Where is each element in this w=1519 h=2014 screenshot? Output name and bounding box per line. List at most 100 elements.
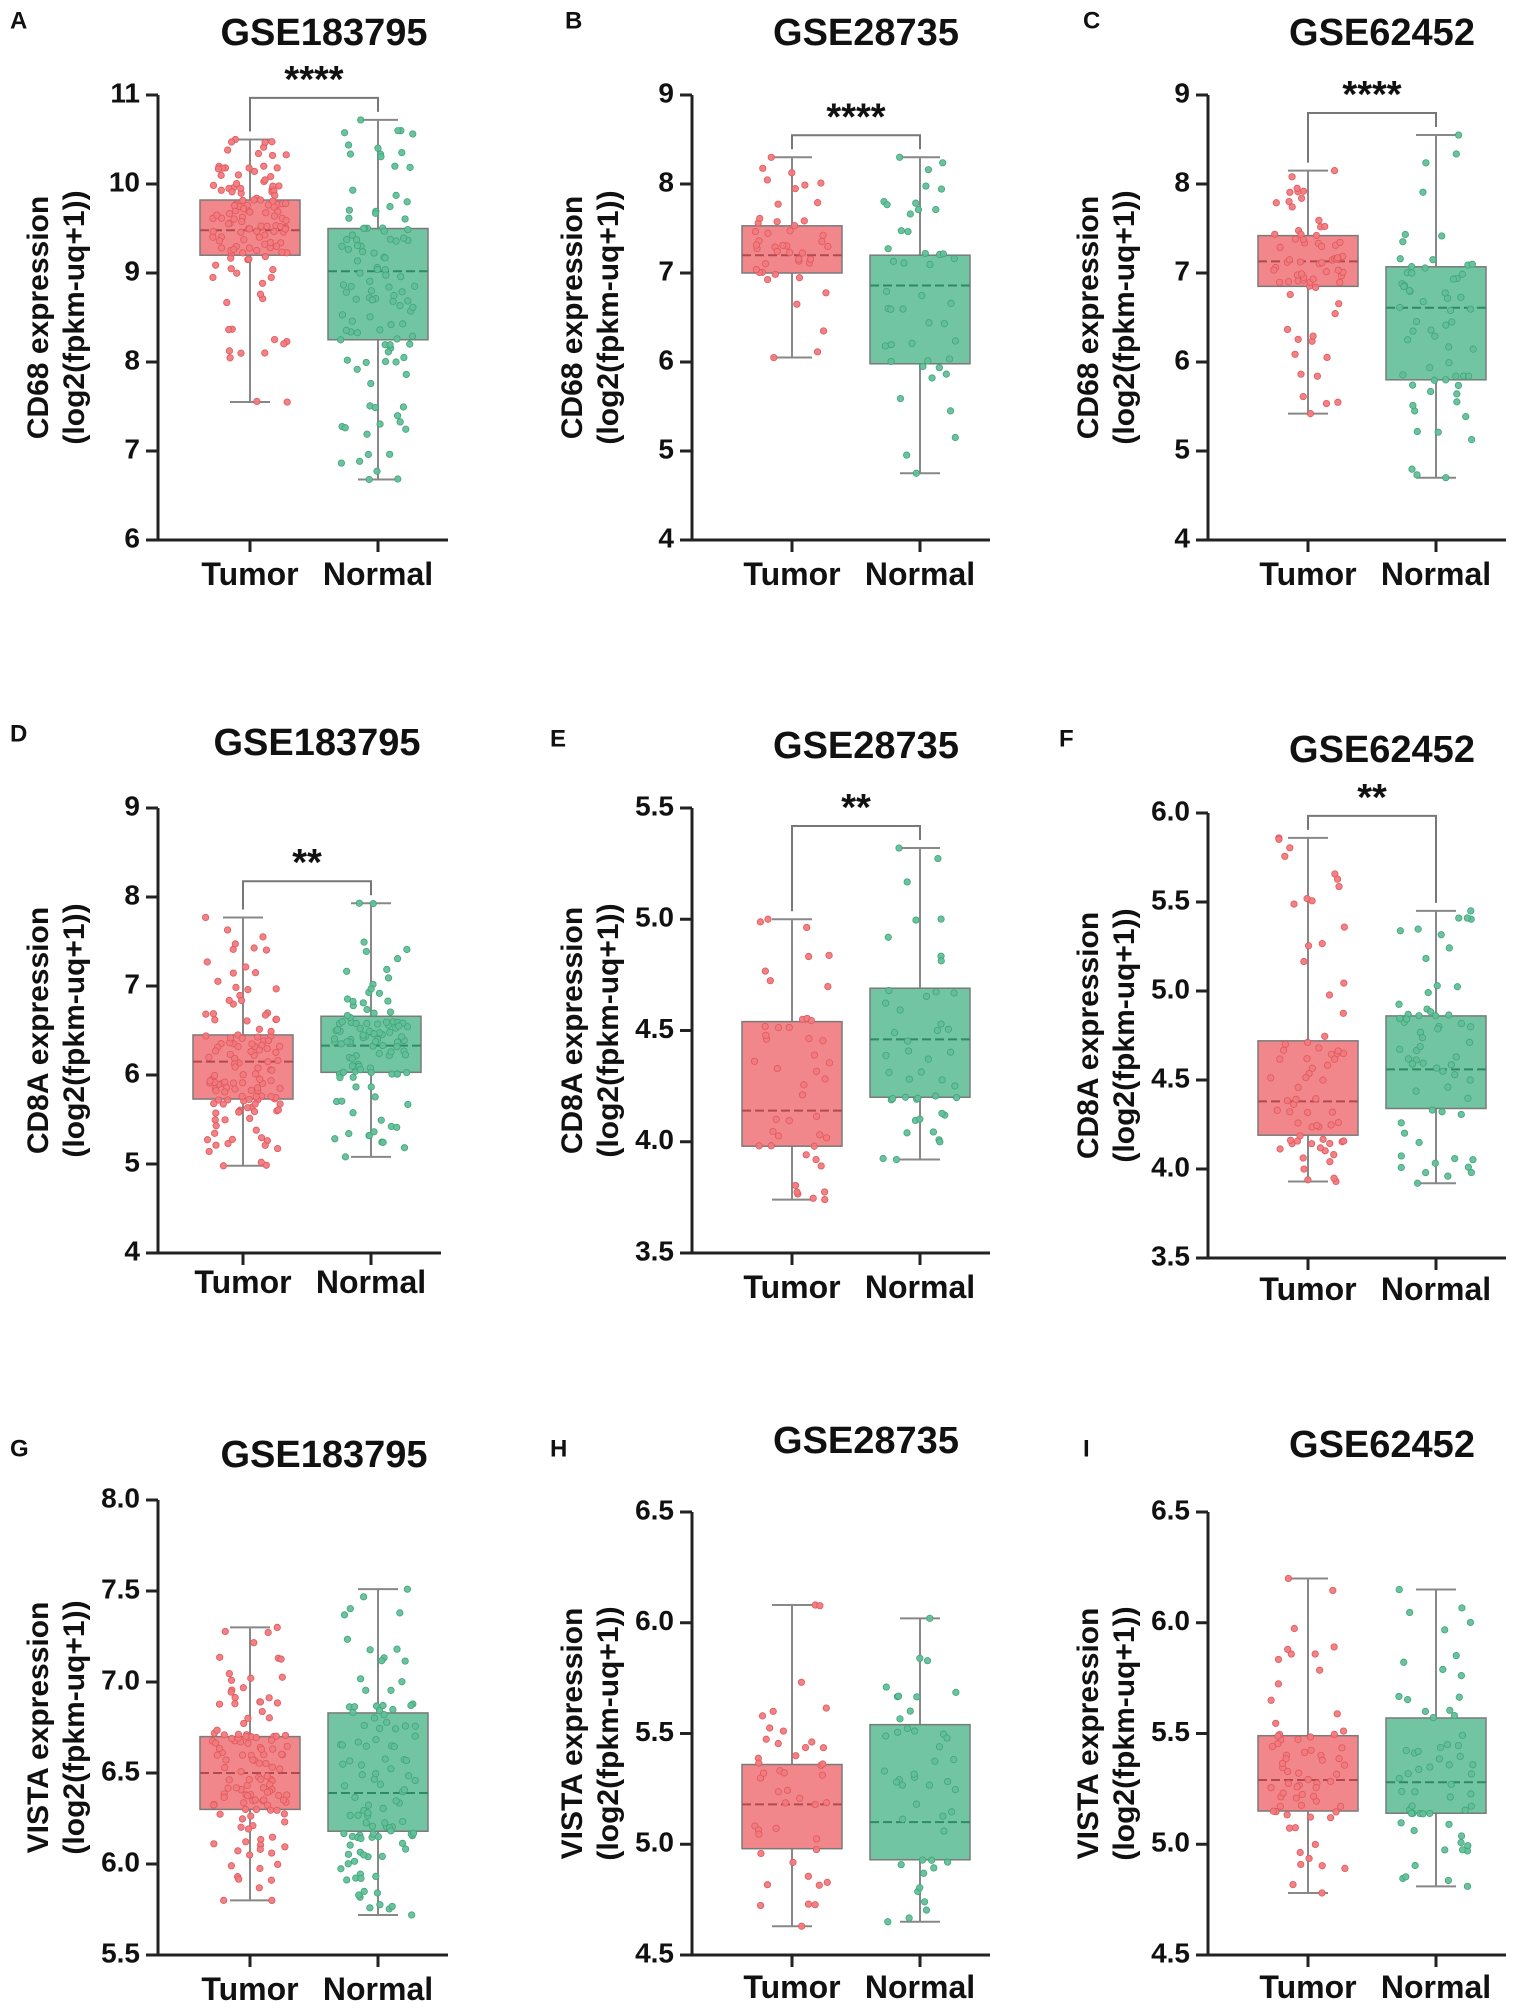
data-point xyxy=(353,242,362,250)
data-point xyxy=(1333,875,1342,883)
data-point xyxy=(377,1116,385,1124)
data-point xyxy=(266,238,275,247)
data-point xyxy=(755,1830,763,1838)
data-point xyxy=(267,273,275,282)
data-point xyxy=(887,357,895,366)
y-axis-label: CD8A expression xyxy=(22,907,55,1154)
data-point xyxy=(896,1006,904,1014)
data-point xyxy=(346,1841,354,1849)
data-point xyxy=(1292,1794,1300,1802)
data-point xyxy=(338,311,347,319)
data-point xyxy=(253,1084,262,1092)
y-axis-label-units: (log2(fpkm-uq+1)) xyxy=(58,190,91,444)
data-point xyxy=(793,1188,801,1196)
data-point xyxy=(943,1734,951,1742)
data-point xyxy=(898,1781,906,1789)
data-point xyxy=(393,1645,401,1653)
data-point xyxy=(396,302,404,310)
data-point xyxy=(255,1884,263,1892)
data-point xyxy=(267,1876,276,1884)
data-point xyxy=(400,1144,409,1152)
data-point xyxy=(227,1676,236,1684)
y-tick-label: 5.5 xyxy=(635,1716,674,1747)
data-point xyxy=(925,1781,933,1789)
data-point xyxy=(1439,1665,1447,1674)
data-point xyxy=(925,319,933,327)
y-axis-label: CD68 expression xyxy=(556,196,589,439)
panel-letter: C xyxy=(1083,7,1100,34)
data-point xyxy=(937,915,945,923)
data-point xyxy=(885,1068,893,1077)
data-point xyxy=(795,274,804,282)
data-point xyxy=(239,1684,247,1692)
data-point xyxy=(924,1055,932,1063)
data-point xyxy=(377,153,385,161)
data-point xyxy=(389,1705,397,1714)
data-point xyxy=(360,1887,368,1895)
data-point xyxy=(268,1066,276,1074)
data-point xyxy=(812,1845,821,1854)
data-point xyxy=(756,1901,765,1910)
data-point xyxy=(1306,410,1315,418)
data-point xyxy=(1285,197,1293,206)
y-tick-label: 8.0 xyxy=(101,1482,140,1513)
data-point xyxy=(756,918,765,926)
data-point xyxy=(773,218,781,226)
data-point xyxy=(950,1755,958,1764)
data-point xyxy=(1457,1110,1465,1119)
data-point xyxy=(227,1034,235,1042)
data-point xyxy=(343,236,351,244)
data-point xyxy=(239,1071,247,1079)
data-point xyxy=(260,1796,268,1804)
data-point xyxy=(218,244,226,252)
data-point xyxy=(390,291,398,300)
data-point xyxy=(258,1707,266,1716)
data-point xyxy=(1304,1775,1312,1784)
data-point xyxy=(1316,1666,1324,1674)
data-point xyxy=(1444,1172,1452,1180)
data-point xyxy=(823,1878,831,1886)
data-point xyxy=(396,1609,404,1617)
data-point xyxy=(244,986,252,994)
data-point xyxy=(1399,371,1407,379)
data-point xyxy=(801,181,809,189)
data-point xyxy=(1326,1814,1335,1822)
data-point xyxy=(912,916,920,924)
data-point xyxy=(800,217,808,225)
data-point xyxy=(356,1675,365,1683)
data-point xyxy=(365,475,373,484)
y-tick-label: 3.5 xyxy=(635,1235,674,1266)
box-tumor xyxy=(199,135,301,406)
data-point xyxy=(256,290,265,298)
data-point xyxy=(931,1757,939,1765)
data-point xyxy=(259,933,267,941)
data-point xyxy=(342,326,350,334)
data-point xyxy=(401,1657,409,1665)
data-point xyxy=(1427,326,1435,334)
data-point xyxy=(1288,203,1296,211)
data-point xyxy=(1305,1854,1313,1863)
data-point xyxy=(261,1141,269,1149)
data-point xyxy=(341,129,349,137)
data-point xyxy=(1312,1784,1320,1792)
panel-d: D GSE183795 CD8A expression (log2(fpkm-uq+1… xyxy=(10,720,441,1300)
data-point xyxy=(1408,263,1416,271)
data-point xyxy=(205,1147,213,1156)
data-point xyxy=(1467,907,1475,915)
data-point xyxy=(1294,335,1302,343)
data-point xyxy=(1424,989,1432,997)
data-point xyxy=(922,182,930,190)
data-point xyxy=(783,1786,792,1794)
y-axis-label-units: (log2(fpkm-uq+1)) xyxy=(592,903,625,1157)
data-point xyxy=(937,185,946,193)
y-tick-label: 9 xyxy=(1174,77,1190,108)
y-tick-label: 8 xyxy=(658,166,674,197)
data-point xyxy=(244,1714,252,1722)
data-point xyxy=(780,1769,788,1777)
data-point xyxy=(226,1050,234,1059)
data-point xyxy=(879,1154,887,1163)
data-point xyxy=(919,362,927,371)
data-point xyxy=(360,1851,368,1859)
data-point xyxy=(342,288,350,296)
data-point xyxy=(906,210,914,218)
